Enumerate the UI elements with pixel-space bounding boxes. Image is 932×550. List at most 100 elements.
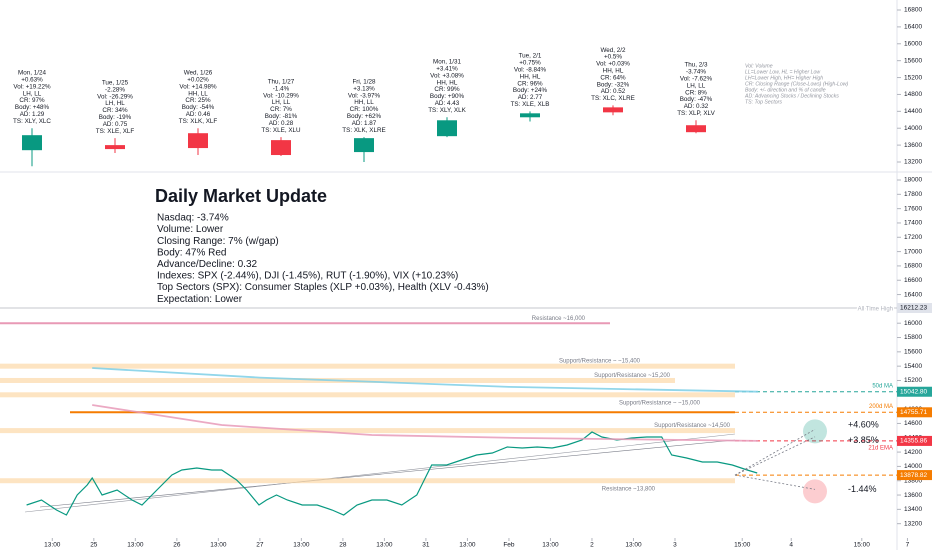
annotation-line: TS: XLK, XLRE (342, 127, 385, 134)
text-line: Nasdaq: -3.74% (157, 213, 229, 224)
annotation-line: Body: -54% (182, 104, 215, 111)
annotation-line: AD: 2.77 (518, 94, 543, 101)
price-tag (897, 435, 932, 446)
annotation-line: AD: 4.43 (435, 100, 460, 107)
annotation-line: -3.74% (686, 69, 706, 76)
trendline (39, 439, 736, 508)
annotation-date: Tue, 2/1 (519, 53, 542, 60)
annotation-line: Body: -81% (265, 113, 298, 120)
y-tick-label: 13200 (904, 159, 922, 166)
candle-body (105, 145, 125, 150)
marker-name: 200d MA (869, 404, 893, 410)
price-tag-label: 13878.82 (900, 472, 927, 479)
text-line: Indexes: SPX (-2.44%), DJI (-1.45%), RUT… (157, 271, 458, 282)
y-tick-label: 16000 (904, 320, 922, 327)
annotation-line: Vol: -7.62% (680, 75, 713, 82)
y-tick-label: 17800 (904, 191, 922, 198)
text-line: Body: 47% Red (157, 247, 227, 258)
x-tick-label: 15:00 (734, 542, 751, 549)
price-tag (897, 386, 932, 397)
y-tick-label: 13600 (904, 142, 922, 149)
x-tick-label: 27 (256, 542, 264, 549)
y-tick-label: 14800 (904, 91, 922, 98)
annotation-line: Vol: +3.08% (430, 72, 464, 79)
annotation-line: AD: 0.28 (269, 120, 294, 127)
x-tick-label: 13:00 (210, 542, 227, 549)
x-tick-label: 13:00 (127, 542, 144, 549)
annotation-line: TS: XLE, XLU (261, 127, 301, 134)
level-label: Resistance ~16,000 (532, 316, 586, 322)
y-tick-label: 16800 (904, 7, 922, 14)
annotation-line: HH, LL (354, 99, 374, 106)
x-tick-label: 13:00 (376, 542, 393, 549)
candle-body (354, 138, 374, 153)
candle-body (271, 140, 291, 156)
y-tick-label: 18000 (904, 177, 922, 184)
x-tick-label: 2 (590, 542, 594, 549)
annotation-line: CR: 34% (102, 107, 128, 114)
candle-body (188, 133, 208, 149)
legend-note: LH=Lower High, HH= Higher High (745, 75, 823, 81)
y-tick-label: 16600 (904, 277, 922, 284)
annotation-line: CR: 100% (350, 106, 379, 113)
annotation-line: LH, LL (272, 99, 291, 106)
y-tick-label: 13800 (904, 477, 922, 484)
candle-body (603, 107, 623, 113)
y-tick-label: 15200 (904, 377, 922, 384)
annotation-line: CR: 64% (600, 74, 626, 81)
annotation-line: Vol: -10.29% (263, 92, 299, 99)
level-label: Support/Resistance ~15,200 (594, 373, 671, 379)
annotation-line: Body: +90% (430, 93, 465, 100)
annotation-date: Thu, 2/3 (684, 62, 708, 69)
y-tick-label: 15400 (904, 363, 922, 370)
annotation-line: TS: XLP, XLV (677, 110, 715, 117)
y-tick-label: 16400 (904, 24, 922, 31)
annotation-line: Body: -47% (680, 96, 713, 103)
x-tick-label: 13:00 (542, 542, 559, 549)
legend-note: Vol: Volume (745, 63, 773, 69)
annotation-line: Vol: +0.03% (596, 61, 630, 68)
candle-body (437, 120, 457, 137)
legend-note: Body: +/- direction and % of candle (745, 87, 826, 93)
annotation-line: AD: 0.46 (186, 111, 211, 118)
legend-note: CR: Closing Range (Close-Lows) (High-Low… (745, 81, 848, 87)
y-tick-label: 13200 (904, 520, 922, 527)
price-tag (897, 303, 932, 314)
level-label: Support/Resistance ~ ~15,400 (559, 359, 641, 365)
projection-arrow (734, 429, 816, 476)
y-tick-label: 17200 (904, 234, 922, 241)
annotation-line: CR: 99% (434, 86, 460, 93)
x-tick-label: 4 (789, 542, 793, 549)
projection-label: -1.44% (848, 484, 877, 494)
annotation-line: TS: XLK, XLF (179, 118, 218, 125)
text-line: Volume: Lower (157, 224, 224, 235)
candle-body (22, 135, 42, 151)
annotation-line: +0.02% (187, 76, 209, 83)
x-tick-label: 13:00 (625, 542, 642, 549)
projection-label: +3.85% (848, 435, 879, 445)
annotation-date: Fri, 1/28 (352, 78, 376, 85)
annotation-line: HH, HL (520, 73, 541, 80)
annotation-line: CR: 25% (185, 97, 211, 104)
annotation-line: LH, HL (105, 100, 125, 107)
annotation-line: Body: +48% (15, 104, 50, 111)
annotation-line: LH, LL (23, 90, 42, 97)
text-line: Expectation: Lower (157, 294, 243, 305)
x-tick-label: 25 (90, 542, 98, 549)
annotation-line: Vol: -3.97% (348, 92, 381, 99)
annotation-line: Body: +62% (347, 113, 382, 120)
y-tick-label: 14200 (904, 449, 922, 456)
legend-note: TS: Top Sectors (745, 99, 782, 105)
annotation-line: CR: 96% (517, 80, 543, 87)
annotation-line: Vol: +14.98% (179, 83, 217, 90)
level-label: Support/Resistance ~14,500 (654, 423, 731, 429)
y-tick-label: 14400 (904, 108, 922, 115)
price-tag-label: 15042.80 (900, 388, 927, 395)
annotation-line: CR: 97% (19, 97, 45, 104)
y-tick-label: 13400 (904, 506, 922, 513)
price-tag (897, 407, 932, 418)
annotation-line: CR: 7% (270, 106, 292, 113)
annotation-line: +0.63% (21, 76, 43, 83)
y-tick-label: 16400 (904, 291, 922, 298)
annotation-date: Tue, 1/25 (102, 80, 129, 87)
